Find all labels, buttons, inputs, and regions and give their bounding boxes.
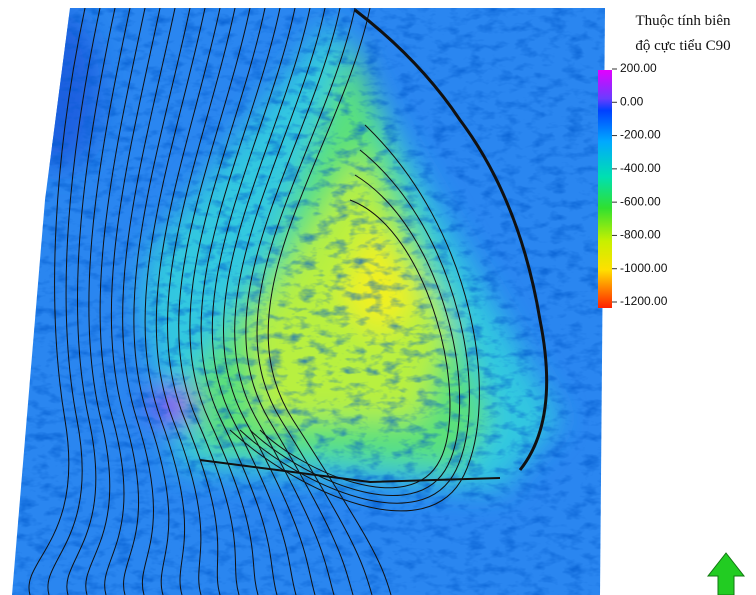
legend-label: 200.00 [620,61,657,75]
legend-label: -1200.00 [620,294,668,308]
legend-label: -800.00 [620,228,661,242]
legend-label: -600.00 [620,194,661,208]
map-area [0,0,610,595]
legend-label: 0.00 [620,94,644,108]
legend-title: độ cực tiểu C90 [635,38,730,54]
legend-title: Thuộc tính biên [636,13,731,29]
seismic-map-view: Thuộc tính biên độ cực tiểu C90 200.00 0.… [0,0,756,595]
legend-labels: 200.00 0.00 -200.00 -400.00 -600.00 -800.00 -1… [612,61,668,308]
north-arrow [708,553,744,595]
legend-label: -1000.00 [620,261,668,275]
color-bar [598,70,612,308]
legend-label: -400.00 [620,161,661,175]
legend-label: -200.00 [620,128,661,142]
noise-texture [0,0,610,595]
